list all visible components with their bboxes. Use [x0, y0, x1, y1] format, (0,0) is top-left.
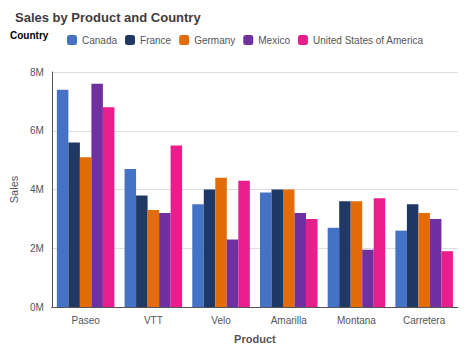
svg-text:Amarilla: Amarilla	[271, 315, 308, 326]
svg-text:Paseo: Paseo	[71, 315, 100, 326]
svg-text:VTT: VTT	[144, 315, 163, 326]
svg-text:Sales: Sales	[8, 175, 20, 203]
svg-text:Product: Product	[234, 333, 276, 345]
svg-text:4M: 4M	[30, 184, 44, 195]
svg-text:Montana: Montana	[337, 315, 376, 326]
svg-text:Germany: Germany	[194, 35, 235, 46]
svg-text:8M: 8M	[30, 67, 44, 78]
svg-text:Sales by Product and Country: Sales by Product and Country	[15, 10, 201, 25]
svg-text:2M: 2M	[30, 243, 44, 254]
svg-text:6M: 6M	[30, 125, 44, 136]
svg-text:United States of America: United States of America	[313, 35, 423, 46]
svg-text:Canada: Canada	[82, 35, 117, 46]
svg-text:Carretera: Carretera	[403, 315, 446, 326]
svg-text:Mexico: Mexico	[258, 35, 290, 46]
svg-text:France: France	[140, 35, 172, 46]
svg-text:0M: 0M	[30, 302, 44, 313]
svg-text:Velo: Velo	[211, 315, 231, 326]
svg-text:Country: Country	[10, 30, 49, 41]
